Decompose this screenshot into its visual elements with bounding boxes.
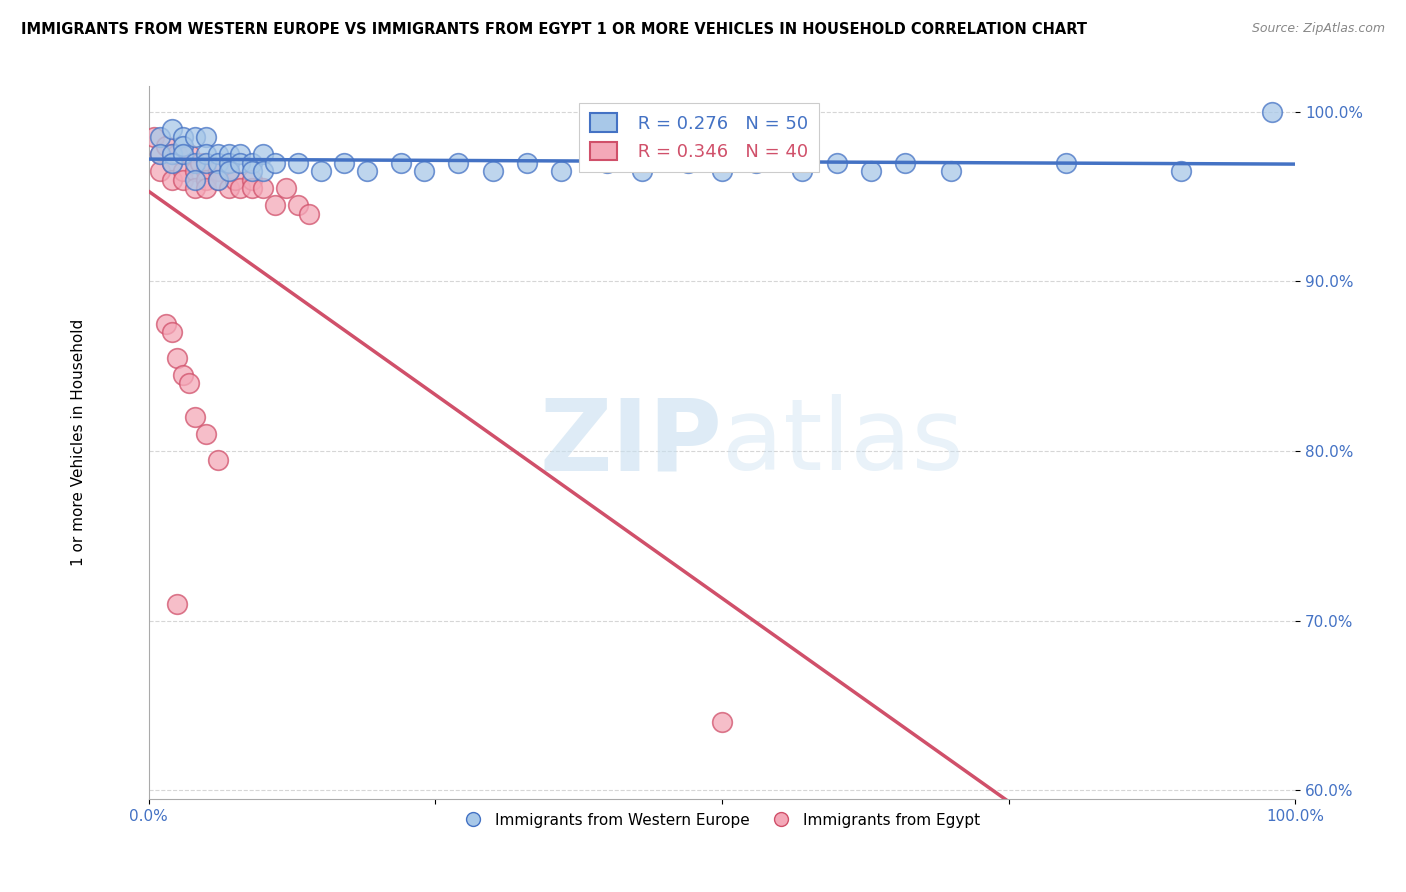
Point — [149, 130, 172, 145]
Point — [195, 164, 218, 178]
Point — [447, 155, 470, 169]
Point — [240, 181, 263, 195]
Point — [160, 155, 183, 169]
Point — [859, 164, 882, 178]
Point — [160, 172, 183, 186]
Point — [195, 172, 218, 186]
Point — [207, 172, 229, 186]
Point — [941, 164, 963, 178]
Y-axis label: 1 or more Vehicles in Household: 1 or more Vehicles in Household — [72, 319, 86, 566]
Point — [172, 130, 194, 145]
Point — [229, 181, 252, 195]
Point — [263, 155, 285, 169]
Point — [550, 164, 572, 178]
Point — [825, 155, 848, 169]
Point — [183, 181, 205, 195]
Point — [188, 155, 211, 169]
Point — [172, 147, 194, 161]
Point — [710, 164, 733, 178]
Point — [166, 597, 188, 611]
Point — [252, 181, 274, 195]
Point — [596, 155, 619, 169]
Point — [183, 172, 205, 186]
Point — [263, 198, 285, 212]
Point — [172, 368, 194, 382]
Point — [356, 164, 378, 178]
Point — [240, 172, 263, 186]
Point — [166, 147, 188, 161]
Point — [894, 155, 917, 169]
Point — [1261, 104, 1284, 119]
Point — [207, 172, 229, 186]
Point — [149, 147, 172, 161]
Point — [481, 164, 503, 178]
Point — [166, 351, 188, 365]
Point — [1170, 164, 1192, 178]
Point — [516, 155, 538, 169]
Point — [710, 715, 733, 730]
Point — [412, 164, 434, 178]
Point — [172, 138, 194, 153]
Point — [160, 121, 183, 136]
Point — [676, 155, 699, 169]
Point — [218, 181, 240, 195]
Point — [332, 155, 354, 169]
Point — [143, 130, 166, 145]
Point — [160, 326, 183, 340]
Point — [207, 164, 229, 178]
Text: IMMIGRANTS FROM WESTERN EUROPE VS IMMIGRANTS FROM EGYPT 1 OR MORE VEHICLES IN HO: IMMIGRANTS FROM WESTERN EUROPE VS IMMIGR… — [21, 22, 1087, 37]
Point — [309, 164, 332, 178]
Point — [195, 181, 218, 195]
Point — [177, 147, 200, 161]
Point — [792, 164, 814, 178]
Point — [298, 206, 321, 220]
Point — [177, 376, 200, 391]
Point — [218, 164, 240, 178]
Point — [195, 147, 218, 161]
Point — [218, 155, 240, 169]
Point — [287, 198, 309, 212]
Point — [252, 147, 274, 161]
Point — [224, 172, 246, 186]
Point — [207, 155, 229, 169]
Point — [207, 452, 229, 467]
Point — [183, 164, 205, 178]
Point — [389, 155, 412, 169]
Point — [195, 427, 218, 442]
Point — [1054, 155, 1077, 169]
Point — [240, 164, 263, 178]
Point — [155, 317, 177, 331]
Point — [183, 155, 205, 169]
Point — [252, 164, 274, 178]
Point — [287, 155, 309, 169]
Point — [218, 164, 240, 178]
Point — [149, 147, 172, 161]
Point — [160, 147, 183, 161]
Point — [195, 155, 218, 169]
Point — [172, 172, 194, 186]
Point — [195, 130, 218, 145]
Point — [630, 164, 652, 178]
Text: ZIP: ZIP — [538, 394, 721, 491]
Point — [240, 155, 263, 169]
Point — [229, 147, 252, 161]
Text: atlas: atlas — [721, 394, 963, 491]
Point — [229, 155, 252, 169]
Point — [149, 164, 172, 178]
Point — [160, 155, 183, 169]
Point — [155, 138, 177, 153]
Text: Source: ZipAtlas.com: Source: ZipAtlas.com — [1251, 22, 1385, 36]
Point — [218, 147, 240, 161]
Point — [183, 130, 205, 145]
Point — [745, 155, 768, 169]
Point — [160, 147, 183, 161]
Point — [172, 164, 194, 178]
Point — [207, 147, 229, 161]
Legend: Immigrants from Western Europe, Immigrants from Egypt: Immigrants from Western Europe, Immigran… — [458, 806, 986, 834]
Point — [183, 410, 205, 425]
Point — [276, 181, 298, 195]
